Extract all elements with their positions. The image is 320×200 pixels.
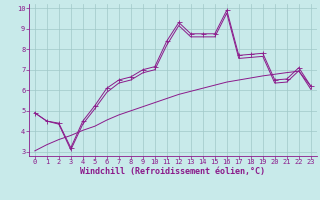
X-axis label: Windchill (Refroidissement éolien,°C): Windchill (Refroidissement éolien,°C) bbox=[80, 167, 265, 176]
